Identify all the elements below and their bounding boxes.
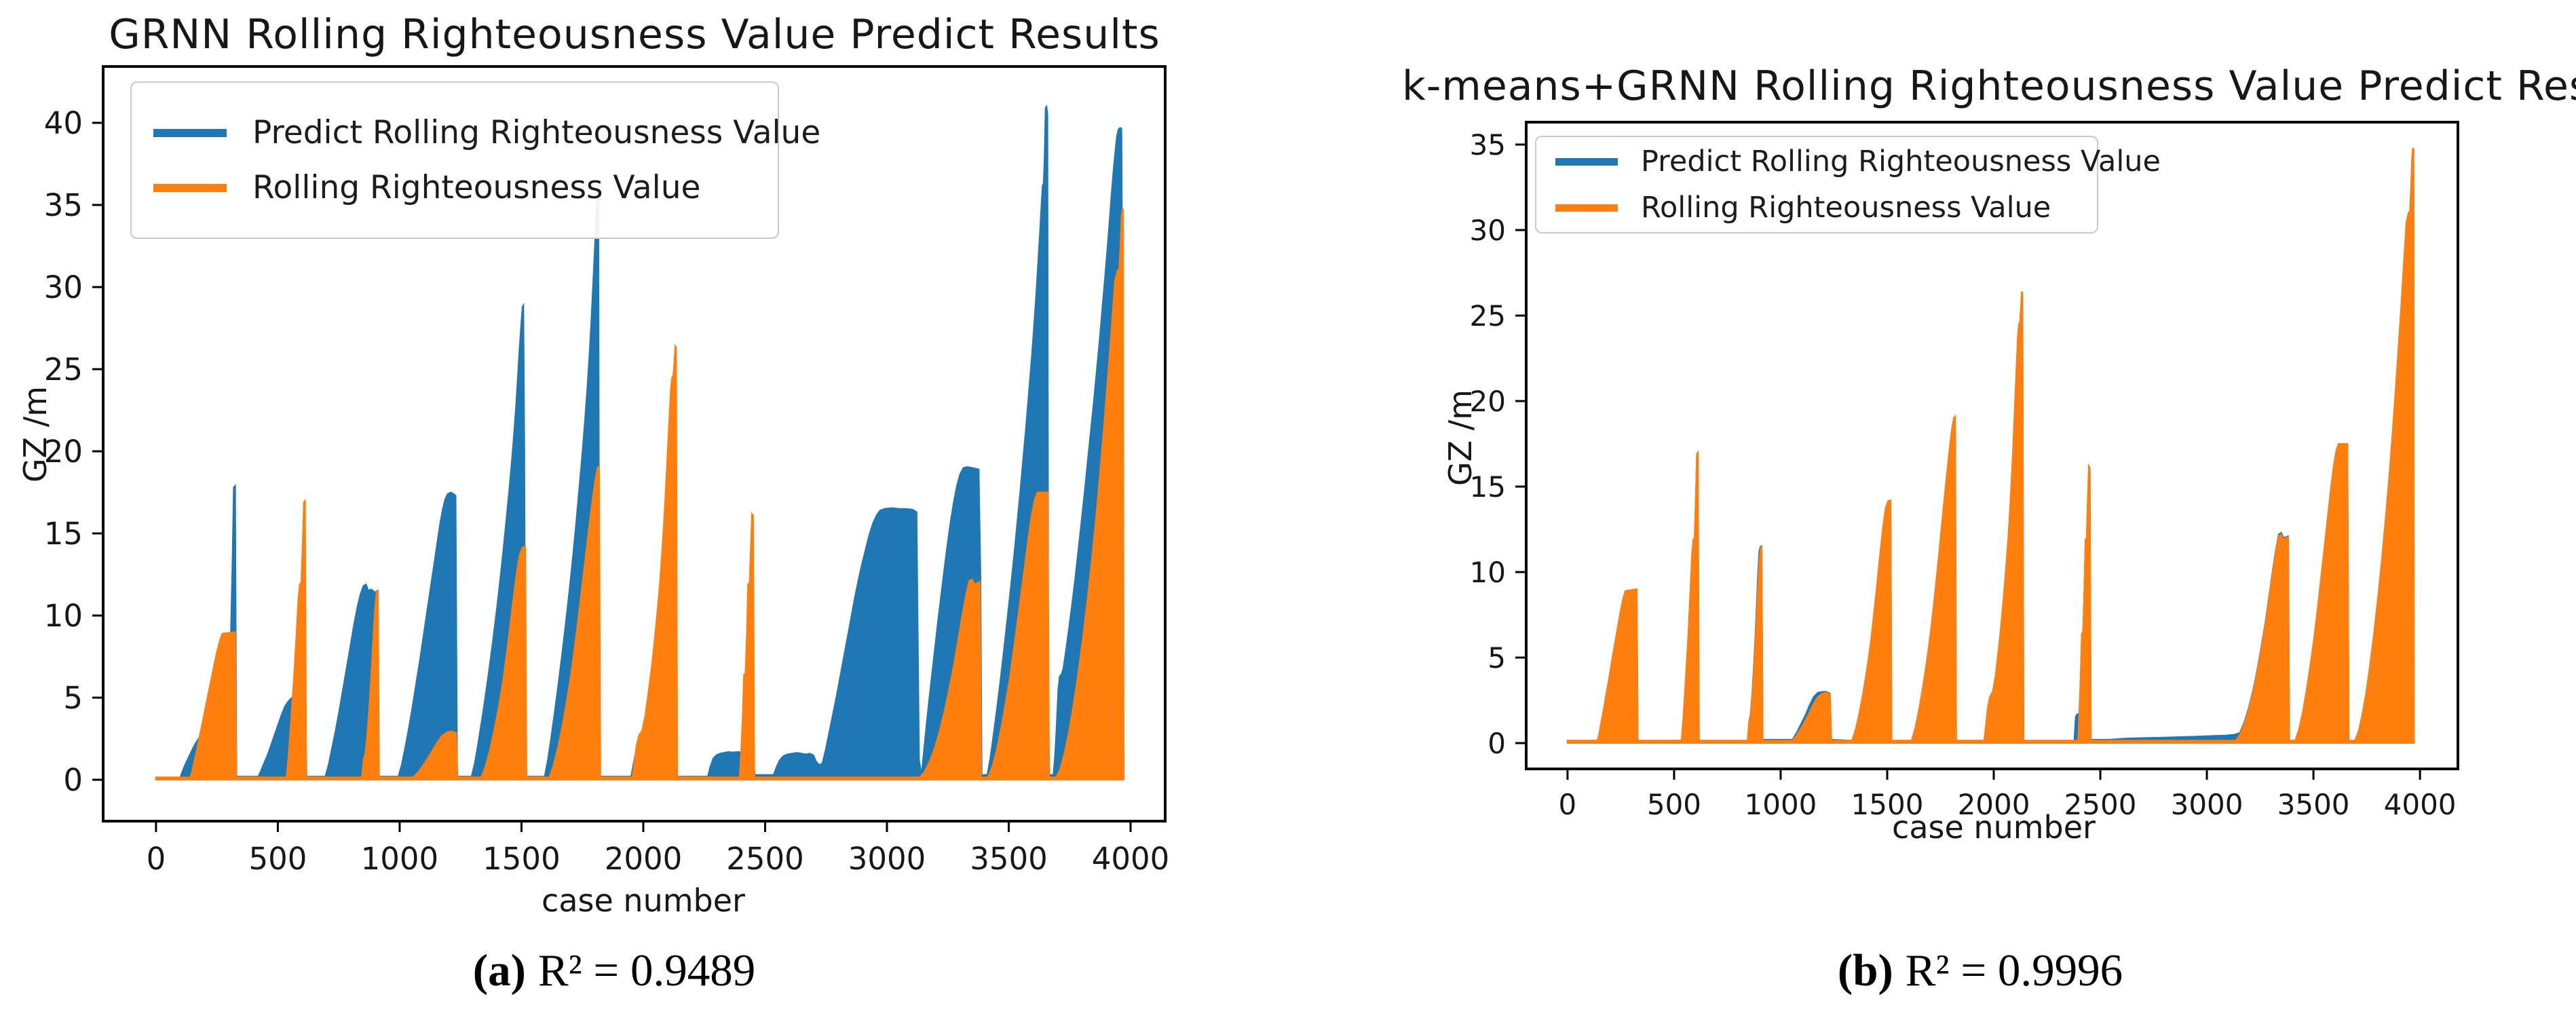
- y-tick-label: 25: [44, 352, 83, 388]
- chart-b-caption: (b) R² = 0.9996: [1838, 945, 2123, 997]
- y-tick-label: 15: [1470, 470, 1506, 504]
- chart-b-y-axis-label: GZ /m: [1442, 389, 1479, 487]
- x-tick-label: 2000: [1958, 788, 2030, 821]
- chart-a-y-axis-label: GZ /m: [17, 385, 54, 483]
- series-area-actual: [1566, 147, 2415, 744]
- x-tick-label: 2500: [726, 841, 804, 877]
- caption-a-r-squared: R² = 0.9489: [537, 945, 756, 996]
- y-tick-label: 40: [44, 105, 83, 141]
- x-tick-label: 3500: [970, 841, 1048, 877]
- y-tick-label: 35: [44, 187, 83, 223]
- x-tick-label: 500: [1647, 788, 1701, 821]
- legend-entry-actual: Rolling Righteousness Value: [1536, 191, 2097, 225]
- plot-border: [102, 65, 1167, 823]
- chart-1: 0 500 1000 1500 2000 2500 3000 3500 4000 0 5 10 15 20…: [1470, 121, 2459, 821]
- x-tick-label: 1500: [482, 841, 561, 877]
- caption-a-index: (a): [472, 945, 526, 996]
- actual-series-label: Rolling Righteousness Value: [1641, 191, 2051, 225]
- x-tick-label: 2500: [2064, 788, 2137, 821]
- x-tick-label: 1000: [1745, 788, 1817, 821]
- x-tick-label: 3000: [2171, 788, 2243, 821]
- caption-b-index: (b): [1837, 945, 1893, 996]
- predict-series-label: Predict Rolling Righteousness Value: [252, 114, 821, 151]
- series-area-predict: [155, 104, 1124, 780]
- x-tick-label: 3000: [848, 841, 926, 877]
- chart-b-title: k-means+GRNN Rolling Righteousness Value…: [1402, 62, 2576, 110]
- chart-0: 0 500 1000 1500 2000 2500 3000 3500 4000 0 5 10 15 20…: [44, 65, 1170, 877]
- y-tick-label: 5: [1488, 641, 1506, 675]
- chart-a-x-axis-label: case number: [542, 882, 745, 919]
- legend-entry-predict: Predict Rolling Righteousness Value: [132, 114, 820, 151]
- predict-series-label: Predict Rolling Righteousness Value: [1641, 145, 2161, 178]
- x-tick-label: 4000: [2384, 788, 2457, 821]
- y-tick-label: 35: [1470, 128, 1506, 162]
- plot-border: [1525, 121, 2459, 770]
- actual-series-swatch: [1555, 204, 1618, 212]
- legend-entry-predict: Predict Rolling Righteousness Value: [1536, 145, 2161, 178]
- legend-entry-actual: Rolling Righteousness Value: [132, 169, 778, 206]
- chart-b-x-axis-label: case number: [1892, 809, 2096, 846]
- y-tick-label: 15: [44, 516, 83, 552]
- chart-a-legend: Predict Rolling Righteousness Value Roll…: [130, 81, 820, 239]
- y-tick-label: 0: [1488, 727, 1506, 760]
- y-tick-label: 0: [63, 762, 83, 798]
- chart-b-legend: Predict Rolling Righteousness Value Roll…: [1535, 136, 2161, 233]
- y-tick-label: 10: [1470, 556, 1506, 589]
- predict-series-swatch: [1555, 157, 1618, 166]
- y-tick-label: 25: [1470, 299, 1506, 333]
- x-tick-label: 1000: [361, 841, 439, 877]
- x-tick-label: 500: [248, 841, 307, 877]
- actual-series-label: Rolling Righteousness Value: [252, 169, 701, 206]
- y-tick-label: 20: [1470, 385, 1506, 418]
- actual-series-swatch: [153, 183, 227, 192]
- y-tick-label: 20: [44, 434, 83, 470]
- y-tick-label: 10: [44, 598, 83, 634]
- x-tick-label: 3500: [2277, 788, 2350, 821]
- y-tick-label: 30: [44, 269, 83, 305]
- y-tick-label: 30: [1470, 214, 1506, 247]
- x-tick-label: 4000: [1092, 841, 1170, 877]
- plot-series-group: [155, 104, 1124, 780]
- y-tick-label: 5: [63, 680, 83, 716]
- chart-a-title: GRNN Rolling Righteousness Value Predict…: [109, 11, 1160, 58]
- x-tick-label: 2000: [605, 841, 683, 877]
- caption-b-r-squared: R² = 0.9996: [1905, 945, 2123, 996]
- x-tick-label: 1500: [1851, 788, 1924, 821]
- plot-series-group: [1566, 147, 2415, 744]
- x-tick-label: 0: [1559, 788, 1577, 821]
- chart-a-caption: (a) R² = 0.9489: [473, 945, 755, 997]
- predict-series-swatch: [153, 128, 227, 137]
- x-tick-label: 0: [147, 841, 166, 877]
- series-area-actual: [155, 208, 1124, 780]
